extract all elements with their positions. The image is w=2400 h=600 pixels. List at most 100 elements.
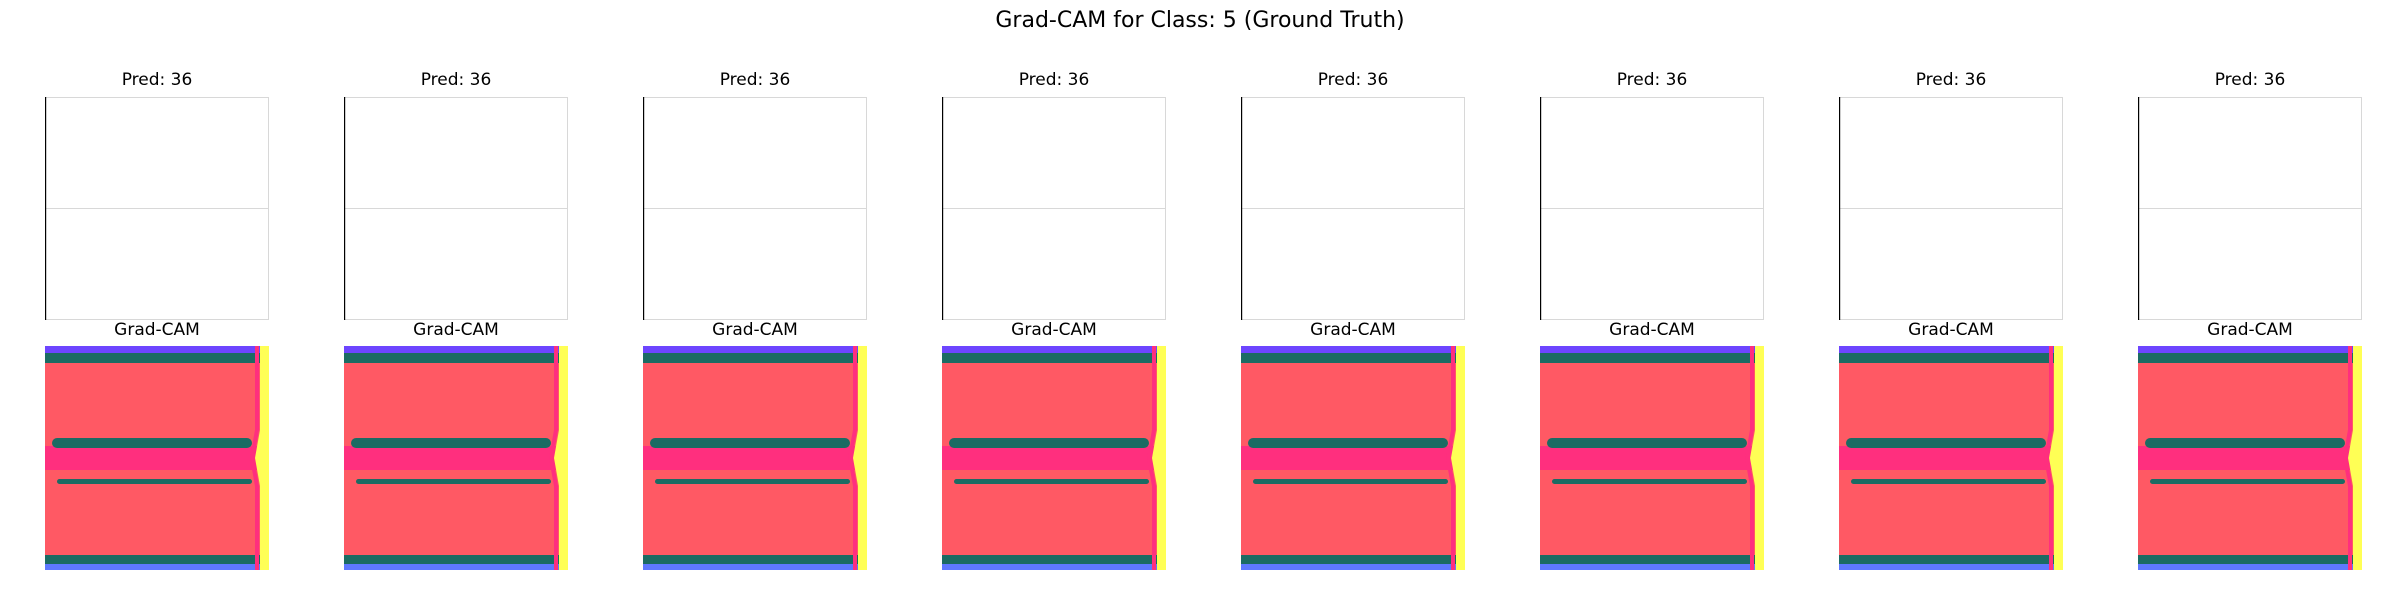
heatmap-top-edge	[2138, 346, 2362, 353]
heatmap-pink-center-band	[344, 446, 565, 470]
heatmap-bottom-edge	[344, 564, 568, 570]
heatmap-pink-center-band	[1241, 446, 1462, 470]
heatmap-dark-lower-band	[655, 479, 850, 484]
heatmap-dark-bottom-band	[942, 555, 1163, 564]
prediction-title: Pred: 36	[719, 70, 791, 90]
prediction-title: Pred: 36	[1915, 70, 1987, 90]
heatmap-pink-edge-line	[1744, 346, 1754, 570]
heatmap-top-edge	[942, 346, 1166, 353]
prediction-panel	[942, 97, 1166, 320]
heatmap-yellow-right-edge	[1152, 346, 1166, 570]
prediction-title: Pred: 36	[121, 70, 193, 90]
heatmap-yellow-right-edge	[554, 346, 568, 570]
gradcam-heatmap	[1839, 346, 2063, 570]
gradcam-heatmap	[1241, 346, 1465, 570]
panel-column: Pred: 36 Grad-CAM	[1839, 0, 2063, 600]
heatmap-dark-bottom-band	[1540, 555, 1761, 564]
prediction-title: Pred: 36	[420, 70, 492, 90]
heatmap-dark-middle-band	[1547, 438, 1747, 448]
gradcam-heatmap	[2138, 346, 2362, 570]
prediction-title: Pred: 36	[1616, 70, 1688, 90]
panel-column: Pred: 36 Grad-CAM	[1540, 0, 1764, 600]
panel-column: Pred: 36 Grad-CAM	[2138, 0, 2362, 600]
heatmap-dark-bottom-band	[2138, 555, 2359, 564]
heatmap-yellow-right-edge	[1451, 346, 1465, 570]
heatmap-pink-center-band	[1839, 446, 2060, 470]
prediction-panel	[1839, 97, 2063, 320]
heatmap-pink-center-band	[942, 446, 1163, 470]
heatmap-bottom-edge	[45, 564, 269, 570]
heatmap-dark-bottom-band	[1241, 555, 1462, 564]
heatmap-pink-center-band	[643, 446, 864, 470]
heatmap-bottom-edge	[1839, 564, 2063, 570]
heatmap-bottom-edge	[1540, 564, 1764, 570]
heatmap-dark-bottom-band	[643, 555, 864, 564]
heatmap-yellow-right-edge	[1750, 346, 1764, 570]
prediction-panel	[2138, 97, 2362, 320]
heatmap-pink-edge-line	[2342, 346, 2352, 570]
heatmap-dark-top-band	[1241, 353, 1462, 363]
gradcam-heatmap	[45, 346, 269, 570]
prediction-panel	[643, 97, 867, 320]
heatmap-dark-lower-band	[1552, 479, 1747, 484]
heatmap-dark-top-band	[45, 353, 266, 363]
heatmap-dark-middle-band	[949, 438, 1149, 448]
heatmap-dark-top-band	[942, 353, 1163, 363]
heatmap-top-edge	[1540, 346, 1764, 353]
heatmap-dark-lower-band	[356, 479, 551, 484]
heatmap-pink-edge-line	[1146, 346, 1156, 570]
prediction-title: Pred: 36	[2214, 70, 2286, 90]
heatmap-dark-bottom-band	[1839, 555, 2060, 564]
heatmap-dark-top-band	[1540, 353, 1761, 363]
gradcam-title: Grad-CAM	[1310, 320, 1396, 340]
gradcam-heatmap	[344, 346, 568, 570]
heatmap-dark-middle-band	[2145, 438, 2345, 448]
panel-column: Pred: 36 Grad-CAM	[45, 0, 269, 600]
gradcam-heatmap	[643, 346, 867, 570]
heatmap-dark-bottom-band	[344, 555, 565, 564]
heatmap-bottom-edge	[643, 564, 867, 570]
heatmap-yellow-right-edge	[2348, 346, 2362, 570]
heatmap-dark-middle-band	[650, 438, 850, 448]
prediction-panel	[1540, 97, 1764, 320]
heatmap-dark-middle-band	[1248, 438, 1448, 448]
gradcam-title: Grad-CAM	[1011, 320, 1097, 340]
heatmap-pink-edge-line	[1445, 346, 1455, 570]
prediction-title: Pred: 36	[1317, 70, 1389, 90]
heatmap-dark-middle-band	[351, 438, 551, 448]
prediction-title: Pred: 36	[1018, 70, 1090, 90]
gradcam-title: Grad-CAM	[413, 320, 499, 340]
gradcam-heatmap	[942, 346, 1166, 570]
heatmap-dark-lower-band	[1253, 479, 1448, 484]
heatmap-pink-center-band	[1540, 446, 1761, 470]
panel-column: Pred: 36 Grad-CAM	[942, 0, 1166, 600]
heatmap-dark-bottom-band	[45, 555, 266, 564]
gradcam-title: Grad-CAM	[712, 320, 798, 340]
prediction-panel	[1241, 97, 1465, 320]
heatmap-yellow-right-edge	[255, 346, 269, 570]
heatmap-pink-edge-line	[2043, 346, 2053, 570]
panel-column: Pred: 36 Grad-CAM	[643, 0, 867, 600]
panel-column: Pred: 36 Grad-CAM	[344, 0, 568, 600]
heatmap-yellow-right-edge	[2049, 346, 2063, 570]
prediction-panel	[45, 97, 269, 320]
heatmap-dark-lower-band	[2150, 479, 2345, 484]
heatmap-pink-center-band	[45, 446, 266, 470]
prediction-panel	[344, 97, 568, 320]
heatmap-dark-lower-band	[57, 479, 252, 484]
heatmap-dark-middle-band	[1846, 438, 2046, 448]
heatmap-bottom-edge	[942, 564, 1166, 570]
gradcam-title: Grad-CAM	[1908, 320, 1994, 340]
heatmap-pink-center-band	[2138, 446, 2359, 470]
figure-title: Grad-CAM for Class: 5 (Ground Truth)	[995, 8, 1405, 33]
heatmap-pink-edge-line	[249, 346, 259, 570]
heatmap-top-edge	[1241, 346, 1465, 353]
heatmap-dark-top-band	[344, 353, 565, 363]
heatmap-top-edge	[344, 346, 568, 353]
heatmap-pink-edge-line	[548, 346, 558, 570]
heatmap-dark-lower-band	[1851, 479, 2046, 484]
heatmap-dark-lower-band	[954, 479, 1149, 484]
gradcam-title: Grad-CAM	[1609, 320, 1695, 340]
heatmap-pink-edge-line	[847, 346, 857, 570]
gradcam-title: Grad-CAM	[2207, 320, 2293, 340]
